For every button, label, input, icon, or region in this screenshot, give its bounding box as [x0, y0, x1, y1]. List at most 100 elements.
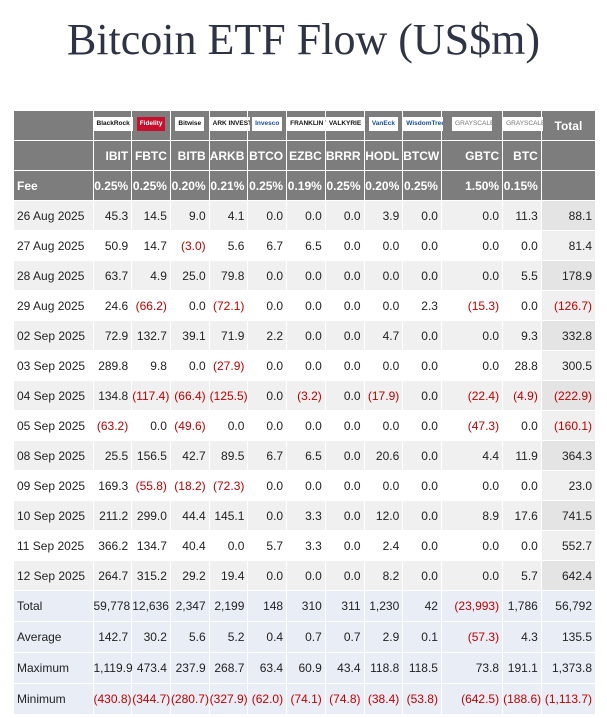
flow-cell: 0.0	[286, 290, 326, 321]
flow-cell: 19.4	[208, 560, 249, 591]
summary-cell: 0.1	[402, 621, 442, 653]
issuer-logo-cell: Fidelity	[131, 110, 171, 141]
etf-flow-table: BlackRock Fidelity Bitwise ARK INVEST Invesc…	[13, 110, 597, 715]
table-row: 10 Sep 2025 211.2 299.0 44.4 145.1 0.0 3.3 0.0 1…	[13, 500, 597, 531]
flow-cell: (125.5)	[208, 380, 249, 411]
summary-cell: 60.9	[286, 652, 326, 684]
summary-cell: 2.9	[363, 621, 404, 653]
summary-cell: (23,993)	[440, 590, 504, 622]
summary-cell: 2,347	[169, 590, 210, 622]
flow-cell: (15.3)	[440, 290, 504, 321]
flow-cell: 3.9	[363, 200, 404, 231]
summary-cell: 268.7	[208, 652, 249, 684]
summary-cell: 2,199	[208, 590, 249, 622]
issuer-logo-cell: Invesco	[247, 110, 288, 141]
flow-cell: 0.0	[247, 380, 288, 411]
summary-cell: (430.8)	[92, 683, 133, 715]
flow-cell: 42.7	[169, 440, 210, 471]
summary-cell: 135.5	[540, 621, 597, 653]
flow-cell: 0.0	[363, 260, 404, 291]
summary-cell: 63.4	[247, 652, 288, 684]
corner-cell	[13, 110, 94, 141]
flow-cell: 6.7	[247, 230, 288, 261]
row-total-cell: 23.0	[540, 470, 597, 501]
flow-cell: 0.0	[324, 560, 365, 591]
flow-cell: 11.3	[502, 200, 542, 231]
issuer-logo: BlackRock	[93, 117, 133, 131]
flow-cell: 24.6	[92, 290, 133, 321]
ticker-header: BTCO	[247, 140, 288, 171]
flow-cell: 0.0	[247, 200, 288, 231]
flow-cell: 0.0	[502, 530, 542, 561]
flow-cell: 0.0	[363, 470, 404, 501]
flow-cell: 25.5	[92, 440, 133, 471]
flow-cell: 0.0	[324, 410, 365, 441]
flow-cell: 0.0	[324, 350, 365, 381]
flow-cell: 71.9	[208, 320, 249, 351]
flow-cell: 0.0	[363, 350, 404, 381]
flow-cell: 0.0	[402, 470, 442, 501]
flow-cell: 0.0	[363, 290, 404, 321]
row-total-cell: 552.7	[540, 530, 597, 561]
ticker-header: ARKB	[208, 140, 249, 171]
issuer-logo: GRAYSCALE	[452, 117, 493, 131]
issuer-logo: GRAYSCALE	[503, 117, 544, 131]
summary-row: Maximum 1,119.9 473.4 237.9 268.7 63.4 60.9 43.…	[13, 652, 597, 684]
date-cell: 29 Aug 2025	[13, 290, 94, 321]
ticker-header: BITB	[169, 140, 210, 171]
summary-cell: 73.8	[440, 652, 504, 684]
flow-cell: 0.0	[440, 470, 504, 501]
flow-cell: 0.0	[247, 410, 288, 441]
summary-label: Average	[13, 621, 94, 653]
row-total-cell: 81.4	[540, 230, 597, 261]
table-row: 05 Sep 2025 (63.2) 0.0 (49.6) 0.0 0.0 0.0 0.0 0.…	[13, 410, 597, 441]
summary-cell: 118.8	[363, 652, 404, 684]
flow-cell: 299.0	[131, 500, 171, 531]
flow-cell: (49.6)	[169, 410, 210, 441]
summary-cell: 0.4	[247, 621, 288, 653]
flow-cell: 145.1	[208, 500, 249, 531]
flow-cell: 5.7	[502, 560, 542, 591]
flow-cell: 12.0	[363, 500, 404, 531]
summary-cell: (188.6)	[502, 683, 542, 715]
summary-cell: 237.9	[169, 652, 210, 684]
summary-cell: (344.7)	[131, 683, 171, 715]
ticker-header: HODL	[363, 140, 404, 171]
flow-cell: 0.0	[169, 350, 210, 381]
date-cell: 12 Sep 2025	[13, 560, 94, 591]
flow-cell: 0.0	[131, 410, 171, 441]
flow-cell: 0.0	[440, 320, 504, 351]
summary-cell: (62.0)	[247, 683, 288, 715]
flow-cell: 0.0	[247, 470, 288, 501]
issuer-logo: Bitwise	[175, 117, 205, 131]
flow-cell: (22.4)	[440, 380, 504, 411]
fee-value: 0.20%	[169, 170, 210, 201]
date-cell: 02 Sep 2025	[13, 320, 94, 351]
table-row: 02 Sep 2025 72.9 132.7 39.1 71.9 2.2 0.0 0.0 4.7…	[13, 320, 597, 351]
row-total-cell: (126.7)	[540, 290, 597, 321]
issuer-logo-cell: VanEck	[363, 110, 404, 141]
flow-cell: 0.0	[324, 260, 365, 291]
flow-cell: 89.5	[208, 440, 249, 471]
table-row: 26 Aug 2025 45.3 14.5 9.0 4.1 0.0 0.0 0.0 3.9 0.0…	[13, 200, 597, 231]
flow-cell: 0.0	[502, 410, 542, 441]
flow-cell: 134.8	[92, 380, 133, 411]
flow-cell: 25.0	[169, 260, 210, 291]
flow-cell: 2.2	[247, 320, 288, 351]
fee-value: 0.25%	[247, 170, 288, 201]
row-total-cell: 741.5	[540, 500, 597, 531]
flow-cell: 0.0	[247, 350, 288, 381]
date-cell: 26 Aug 2025	[13, 200, 94, 231]
issuer-logo-cell: ARK INVEST	[208, 110, 250, 141]
fee-total-blank	[540, 170, 597, 201]
ticker-header: GBTC	[440, 140, 504, 171]
flow-cell: 132.7	[131, 320, 171, 351]
table-row: 08 Sep 2025 25.5 156.5 42.7 89.5 6.7 6.5 0.0 20.…	[13, 440, 597, 471]
flow-cell: 0.0	[247, 260, 288, 291]
date-cell: 03 Sep 2025	[13, 350, 94, 381]
summary-cell: (327.9)	[208, 683, 249, 715]
issuer-logo-cell: BlackRock	[92, 110, 133, 141]
summary-cell: 0.7	[324, 621, 365, 653]
table-row: 09 Sep 2025 169.3 (55.8) (18.2) (72.3) 0.0 0.0…	[13, 470, 597, 501]
summary-cell: 1,230	[363, 590, 404, 622]
